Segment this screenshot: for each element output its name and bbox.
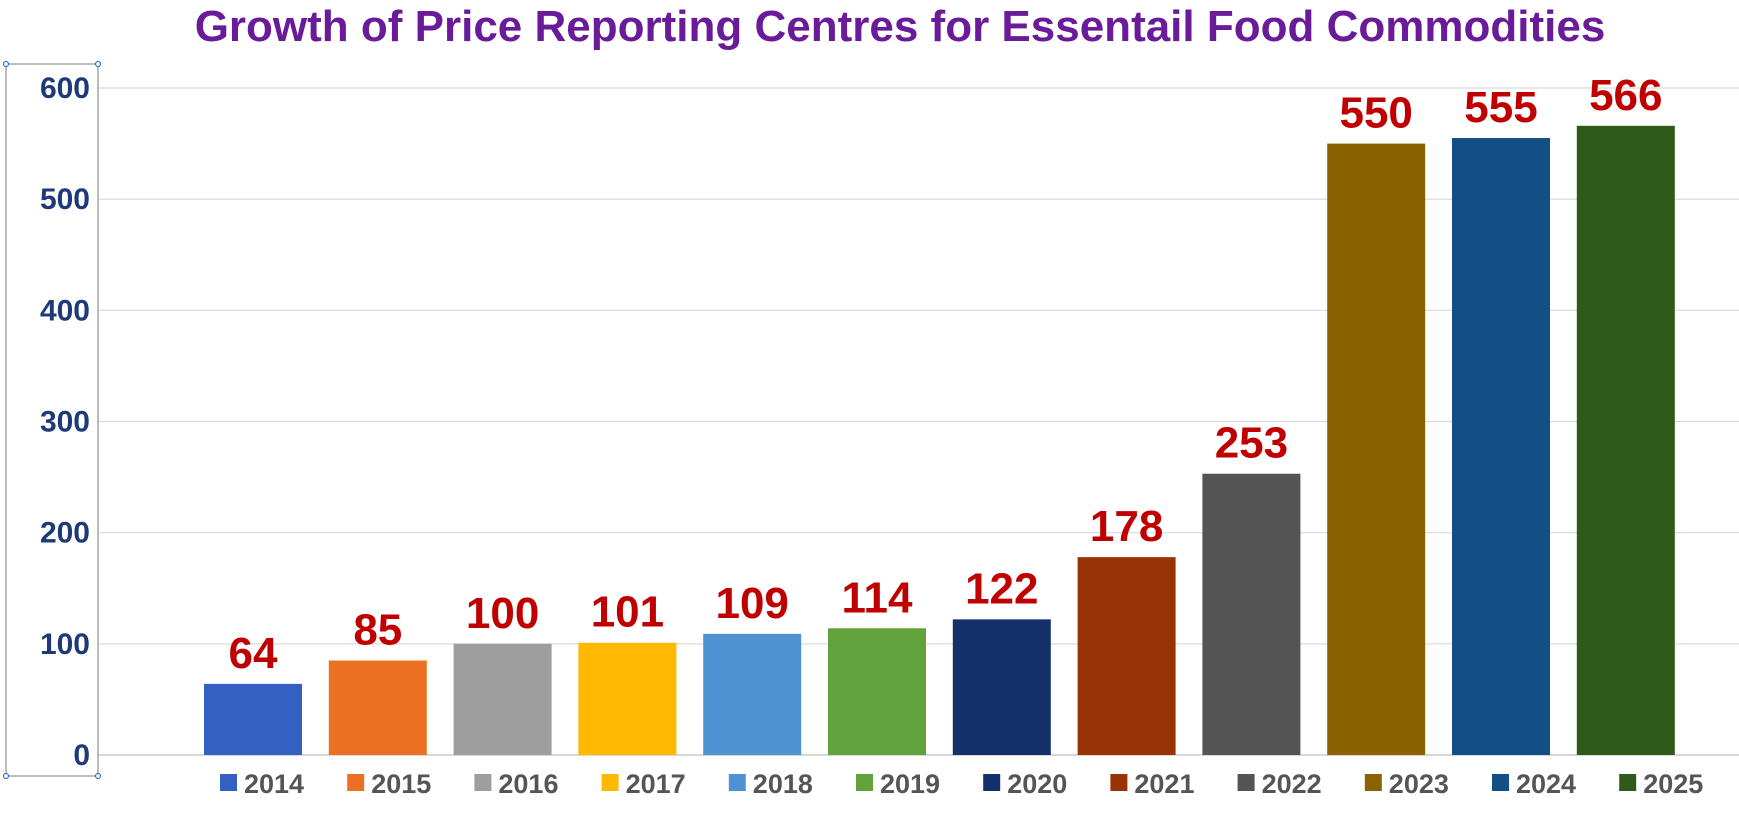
data-label-2022: 253: [1215, 419, 1288, 468]
y-tick-label: 300: [40, 406, 90, 439]
bars: [204, 125, 1675, 756]
selection-handle[interactable]: [94, 772, 102, 780]
bar-2024[interactable]: [1452, 138, 1550, 755]
bar-2023[interactable]: [1327, 143, 1426, 756]
y-tick-label: 400: [40, 294, 90, 327]
y-axis-ticks: 0 100 200 300 400 500 600: [40, 72, 90, 772]
bar-2020[interactable]: [952, 619, 1051, 755]
selection-handle[interactable]: [2, 60, 10, 68]
legend-swatch: [856, 774, 873, 791]
legend-swatch: [474, 774, 492, 791]
y-tick-label: 600: [40, 72, 90, 105]
data-label-2023: 550: [1339, 89, 1412, 138]
legend-label: 2015: [371, 769, 431, 799]
legend-label: 2021: [1134, 769, 1194, 799]
legend-item-2017[interactable]: 2017: [601, 769, 686, 799]
data-label-2019: 114: [842, 573, 914, 622]
data-labels: 64 85 100 101 109 114 122 178 253 550 555 566: [229, 71, 1663, 678]
data-label-2014: 64: [229, 629, 278, 678]
bar-2015[interactable]: [328, 660, 427, 755]
bar-2017[interactable]: [578, 642, 677, 755]
data-label-2020: 122: [965, 564, 1038, 613]
legend-item-2016[interactable]: 2016: [474, 769, 558, 799]
legend-item-2015[interactable]: 2015: [347, 769, 431, 799]
legend-item-2014[interactable]: 2014: [220, 769, 304, 799]
y-tick-label: 500: [40, 183, 90, 216]
data-label-2016: 100: [466, 589, 539, 638]
legend-label: 2018: [753, 769, 813, 799]
legend-swatch: [1237, 774, 1255, 791]
legend-item-2025[interactable]: 2025: [1619, 769, 1703, 799]
data-label-2025: 566: [1589, 71, 1662, 120]
bar-2022[interactable]: [1202, 473, 1301, 755]
y-tick-label: 0: [73, 739, 90, 772]
legend-label: 2023: [1389, 769, 1449, 799]
data-label-2015: 85: [353, 606, 402, 655]
legend: 2014 2015 2016 2017 2018 2019 2020 2021 2022 2023…: [220, 769, 1703, 799]
bar-2014[interactable]: [204, 683, 302, 755]
legend-swatch: [1619, 774, 1637, 791]
bar-2025[interactable]: [1576, 125, 1675, 755]
selection-handles: [2, 60, 102, 780]
chart-title: Growth of Price Reporting Centres for Es…: [194, 2, 1606, 51]
data-label-2024: 555: [1464, 83, 1537, 132]
plot-area-selection-frame: [5, 63, 99, 777]
legend-item-2018[interactable]: 2018: [728, 769, 813, 799]
y-tick-label: 200: [40, 517, 90, 550]
legend-swatch: [1364, 774, 1382, 791]
legend-swatch: [220, 774, 237, 791]
legend-swatch: [728, 774, 746, 791]
legend-item-2022[interactable]: 2022: [1237, 769, 1322, 799]
bar-2021[interactable]: [1077, 557, 1176, 755]
legend-label: 2025: [1643, 769, 1703, 799]
bar-2018[interactable]: [703, 633, 802, 755]
legend-swatch: [1492, 774, 1509, 791]
data-label-2018: 109: [715, 579, 788, 628]
legend-swatch: [983, 774, 1001, 791]
legend-label: 2020: [1007, 769, 1067, 799]
legend-item-2019[interactable]: 2019: [856, 769, 940, 799]
legend-swatch: [1110, 774, 1128, 791]
data-label-2021: 178: [1090, 502, 1163, 551]
bar-2016[interactable]: [453, 643, 552, 755]
legend-swatch: [347, 774, 365, 791]
legend-label: 2016: [498, 769, 558, 799]
selection-handle[interactable]: [2, 772, 10, 780]
legend-label: 2022: [1262, 769, 1322, 799]
legend-label: 2014: [244, 769, 304, 799]
legend-label: 2019: [880, 769, 940, 799]
bar-2019[interactable]: [828, 628, 926, 755]
legend-item-2020[interactable]: 2020: [983, 769, 1067, 799]
legend-item-2021[interactable]: 2021: [1110, 769, 1194, 799]
selection-handle[interactable]: [94, 60, 102, 68]
legend-label: 2024: [1516, 769, 1576, 799]
data-label-2017: 101: [591, 588, 664, 637]
legend-label: 2017: [626, 769, 686, 799]
legend-item-2024[interactable]: 2024: [1492, 769, 1576, 799]
legend-swatch: [601, 774, 619, 791]
legend-item-2023[interactable]: 2023: [1364, 769, 1449, 799]
y-tick-label: 100: [40, 628, 90, 661]
